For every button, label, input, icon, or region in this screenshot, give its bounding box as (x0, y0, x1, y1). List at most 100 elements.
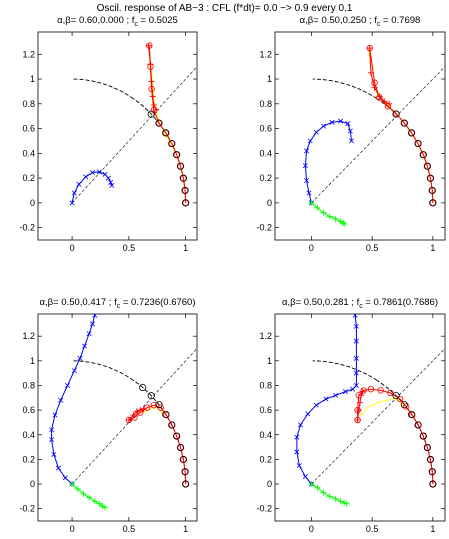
series-point (294, 434, 300, 440)
subplot-4: α,β= 0.50,0.281 ; fc = 0.7861(0.7686) 0 0.… (256, 297, 446, 534)
series-point (357, 399, 363, 406)
series-point (367, 385, 375, 393)
x-tick-label: 0 (309, 243, 314, 253)
series-point (345, 121, 351, 127)
series-line-5 (311, 483, 347, 505)
series-point (51, 451, 57, 457)
y-tick-label: 1 (267, 356, 272, 366)
y-tick-label: -0.2 (19, 504, 35, 514)
axes-frame (37, 31, 198, 241)
series-point (353, 338, 359, 344)
series-point (359, 388, 366, 395)
series-point (80, 490, 87, 497)
series-point (140, 405, 147, 412)
series-point (343, 500, 350, 507)
x-tick-label: 0.5 (366, 243, 379, 253)
plot-area (294, 314, 445, 507)
series-point (153, 107, 160, 113)
x-tick-label: 0 (70, 524, 75, 534)
title-subscript: c (377, 21, 381, 28)
series-point (294, 449, 300, 455)
series-point (320, 209, 327, 216)
series-point (323, 396, 329, 402)
series-line-1 (359, 397, 407, 417)
series-point (71, 368, 77, 374)
exact-point (173, 432, 181, 440)
series-point (350, 386, 356, 392)
series-point (314, 204, 321, 211)
subplot-title: α,β= 0.50,0.281 ; fc = 0.7861(0.7686) (282, 297, 438, 310)
series-point (333, 392, 339, 398)
series-point (366, 45, 373, 52)
x-tick-label: 1 (183, 243, 188, 253)
series-point (105, 175, 111, 181)
exact-arc-top (312, 360, 378, 381)
series-point (341, 220, 348, 227)
y-tick-label: 0.4 (259, 148, 272, 158)
exact-point (419, 151, 427, 159)
axes-frame (37, 313, 198, 522)
series-line-5 (311, 202, 345, 225)
x-tick-label: 0 (309, 524, 314, 534)
series-point (306, 190, 312, 196)
title-value: = 0.7236(0.6760) (120, 297, 195, 308)
reference-diagonal (71, 66, 197, 204)
series-point (102, 504, 109, 511)
x-tick-label: 1 (183, 524, 188, 534)
exact-point (181, 468, 189, 476)
exact-arc (376, 98, 434, 203)
plot-area (302, 44, 445, 227)
y-tick-label: 0 (267, 198, 272, 208)
y-tick-label: 0.6 (22, 405, 35, 415)
series-point (329, 119, 335, 125)
series-point (347, 128, 353, 134)
series-line-4 (304, 120, 352, 204)
series-point (145, 42, 152, 49)
reference-diagonal (71, 348, 197, 485)
exact-arc (376, 380, 434, 485)
y-tick-label: 0.4 (259, 430, 272, 440)
y-tick-label: 1 (30, 74, 35, 84)
series-point (377, 387, 384, 394)
title-subscript: c (117, 303, 121, 310)
series-line-4 (71, 171, 113, 204)
series-point (386, 100, 393, 107)
subplot-grid: α,β= 0.60,0.000 ; fc = 0.5025 0 0.5 1 -0.2 0 0… (19, 15, 446, 534)
series-point (302, 163, 308, 169)
series-point (65, 382, 71, 388)
exact-point (408, 410, 416, 419)
series-point (340, 219, 346, 226)
y-tick-label: 0.2 (22, 454, 35, 464)
plot-area (49, 314, 197, 511)
x-tick-label: 0.5 (366, 524, 379, 534)
y-tick-label: -0.2 (19, 223, 35, 233)
series-point (90, 170, 95, 176)
exact-point (426, 174, 435, 182)
exact-point (400, 401, 408, 409)
series-point (321, 123, 327, 129)
series-point (367, 69, 374, 76)
x-tick-label: 1 (430, 524, 435, 534)
exact-point (423, 162, 431, 170)
exact-point (179, 174, 187, 182)
series-line-2 (357, 388, 434, 485)
exact-arc (133, 98, 187, 203)
title-main: α,β= 0.50,0.281 ; f (282, 297, 360, 308)
series-point (326, 213, 333, 220)
title-main: α,β= 0.60,0.000 ; f (57, 15, 135, 26)
exact-arc (133, 380, 187, 484)
series-point (349, 138, 354, 144)
exact-point (392, 392, 400, 400)
series-point (313, 402, 319, 408)
exact-point (176, 162, 185, 170)
exact-point (429, 199, 437, 207)
series-point (304, 178, 310, 184)
subplot-title: α,β= 0.60,0.000 ; fc = 0.5025 (57, 15, 178, 28)
exact-point (179, 455, 187, 464)
title-value: = 0.7698 (380, 15, 420, 26)
exact-point (414, 421, 422, 429)
y-tick-label: 0 (267, 479, 272, 489)
series-line-4 (51, 315, 96, 485)
y-tick-label: 0.8 (259, 380, 272, 390)
